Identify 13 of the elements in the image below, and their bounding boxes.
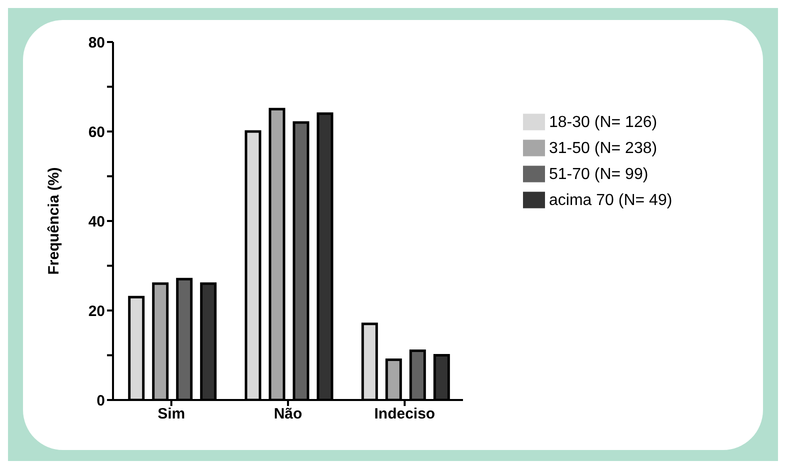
legend-label: 31-50 (N= 238) xyxy=(549,140,658,156)
y-tick-label: 20 xyxy=(88,302,105,320)
legend-label: 18-30 (N= 126) xyxy=(549,114,658,130)
y-tick-label: 0 xyxy=(96,392,105,409)
y-tick-label: 80 xyxy=(88,34,105,51)
y-tick-label: 60 xyxy=(88,123,105,140)
legend-label: acima 70 (N= 49) xyxy=(549,192,672,208)
x-tick-label: Indeciso xyxy=(374,405,436,422)
y-tick-label: 40 xyxy=(88,212,105,230)
y-axis-title: Frequência (%) xyxy=(45,166,62,274)
x-tick-label: Não xyxy=(274,405,302,422)
x-tick-label: Sim xyxy=(158,405,186,422)
legend-label: 51-70 (N= 99) xyxy=(549,166,648,182)
